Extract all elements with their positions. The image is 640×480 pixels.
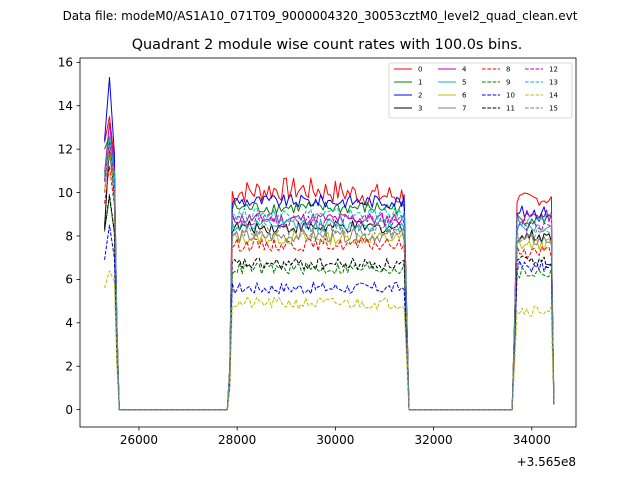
x-tick-label: 28000 <box>218 433 256 447</box>
legend-label-0: 0 <box>418 66 422 74</box>
legend-label-8: 8 <box>506 66 510 74</box>
legend-label-12: 12 <box>549 66 558 74</box>
x-tick-label: 30000 <box>316 433 354 447</box>
legend-label-2: 2 <box>418 92 422 100</box>
legend-label-11: 11 <box>506 105 515 113</box>
data-file-caption: Data file: modeM0/AS1A10_071T09_90000043… <box>63 9 578 23</box>
y-tick-label: 12 <box>58 142 73 156</box>
legend-label-5: 5 <box>462 79 466 87</box>
legend-label-3: 3 <box>418 105 422 113</box>
y-tick-label: 6 <box>65 273 73 287</box>
chart-title: Quadrant 2 module wise count rates with … <box>132 37 523 53</box>
axes-frame <box>80 58 576 427</box>
series-layer <box>104 77 555 411</box>
x-tick-label: 32000 <box>414 433 452 447</box>
legend-label-13: 13 <box>549 79 558 87</box>
axes-border <box>79 57 577 428</box>
legend-label-10: 10 <box>506 92 515 100</box>
y-tick-label: 0 <box>65 403 73 417</box>
legend-label-6: 6 <box>462 92 467 100</box>
legend-frame <box>388 62 573 119</box>
y-tick-label: 8 <box>65 229 73 243</box>
x-tick-label: 26000 <box>120 433 158 447</box>
x-tick-label: 34000 <box>513 433 551 447</box>
y-tick-label: 14 <box>58 99 73 113</box>
legend-label-4: 4 <box>462 66 467 74</box>
y-axis: 0 2 4 6 8 10 12 14 16 <box>58 56 80 417</box>
legend-label-9: 9 <box>506 79 510 87</box>
plot-area <box>79 57 577 428</box>
legend-label-15: 15 <box>549 105 558 113</box>
legend-label-7: 7 <box>462 105 466 113</box>
y-tick-label: 4 <box>65 316 73 330</box>
series-line-15 <box>104 153 555 411</box>
y-tick-label: 10 <box>58 186 73 200</box>
y-tick-label: 2 <box>65 360 73 374</box>
y-tick-label: 16 <box>58 56 73 70</box>
legend-label-1: 1 <box>418 79 422 87</box>
legend-label-14: 14 <box>549 92 558 100</box>
x-offset-label: +3.565e8 <box>517 455 576 469</box>
x-axis: 26000 28000 30000 32000 34000 <box>120 427 551 447</box>
